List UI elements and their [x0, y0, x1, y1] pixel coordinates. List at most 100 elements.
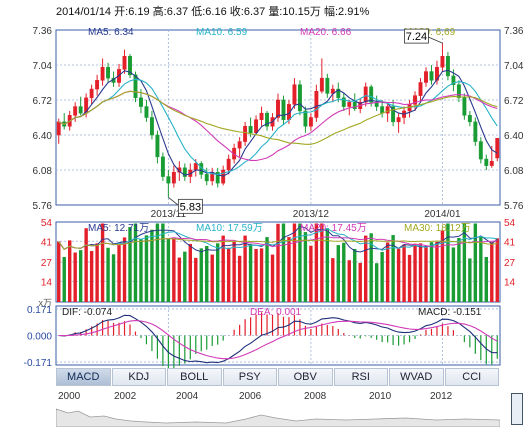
macd-tick-label-left: -0.171	[24, 358, 53, 369]
candle-body	[122, 56, 127, 70]
tab-obv[interactable]: OBV	[278, 368, 333, 386]
volume-bar	[490, 242, 494, 302]
volume-bar	[237, 255, 242, 302]
volume-bar	[342, 242, 346, 302]
candle-body	[308, 117, 313, 127]
candle-body	[336, 88, 341, 99]
close-label: 收:	[229, 6, 244, 18]
candle-body	[352, 101, 357, 109]
candle-body	[259, 112, 264, 120]
candle-body	[144, 106, 149, 118]
timeline-scrubber[interactable]: 2000 2002 2004 2006 2008 2010 2012	[55, 389, 501, 428]
price-tick-label-left: 5.76	[33, 201, 53, 212]
timeline-range-handle[interactable]	[511, 393, 523, 425]
candle-body	[292, 84, 297, 105]
candle-body	[424, 71, 428, 83]
macd-tick-label-left: 0.000	[27, 332, 52, 343]
candle-body	[95, 80, 100, 90]
volume-bar	[402, 244, 406, 302]
volume-bar	[451, 247, 456, 302]
volume-bar	[243, 235, 247, 302]
year-label: 2004	[176, 391, 199, 402]
date-axis-label: 2013/11	[151, 209, 187, 220]
candle-body	[297, 84, 302, 112]
volume-bar	[479, 236, 483, 302]
candle-body	[155, 134, 160, 158]
volume-bar	[259, 248, 264, 302]
volume-bar	[161, 223, 165, 302]
volume-bar	[380, 251, 384, 302]
volume-bar	[495, 238, 499, 302]
change-value: 2.91%	[338, 6, 370, 18]
price-ma-legend: MA10: 6.59	[196, 27, 248, 38]
candle-body	[237, 141, 242, 149]
candle-body	[418, 82, 423, 96]
volume-bar	[369, 233, 373, 302]
volume-bar	[484, 256, 488, 302]
candle-body	[473, 121, 478, 142]
volume-bar	[68, 240, 72, 302]
candle-body	[265, 112, 269, 127]
volume-bar	[325, 228, 330, 302]
volume-bar	[150, 229, 154, 302]
price-tick-label-right: 6.40	[504, 131, 524, 142]
volume-bar	[270, 254, 275, 302]
tab-wvad[interactable]: WVAD	[389, 368, 444, 386]
volume-bar	[78, 250, 83, 302]
volume-bar	[320, 223, 324, 302]
volume-bar	[166, 238, 171, 302]
candle-body	[100, 66, 105, 81]
year-label: 2010	[369, 391, 392, 402]
price-tick-label-right: 6.72	[504, 96, 524, 107]
volume-label: 量:	[268, 6, 283, 18]
tab-boll[interactable]: BOLL	[167, 368, 222, 386]
price-tick-label-right: 7.04	[504, 61, 524, 72]
date-axis-label: 2014/01	[424, 209, 461, 220]
volume-bar	[172, 238, 176, 302]
quote-date: 2014/01/14	[56, 6, 112, 18]
low-annotation-label: 5.83	[180, 201, 201, 213]
tab-cci[interactable]: CCI	[444, 368, 499, 386]
volume-bar	[331, 258, 335, 302]
volume-bar	[314, 223, 319, 302]
candle-body	[182, 167, 187, 177]
volume-bar	[429, 242, 434, 302]
close-value: 6.37	[243, 6, 266, 18]
high-value: 6.37	[166, 6, 189, 18]
volume-ma30-line	[58, 238, 498, 250]
candle-body	[73, 106, 78, 116]
volume-bar	[194, 257, 198, 302]
volume-ma-legend: MA20: 17.45万	[300, 223, 367, 234]
volume-bar	[232, 241, 236, 302]
volume-ma10-line	[58, 227, 498, 251]
tab-psy[interactable]: PSY	[222, 368, 277, 386]
candle-body	[56, 121, 61, 136]
quote-header: 2014/01/14 开:6.19 高:6.37 低:6.16 收:6.37 量…	[56, 3, 369, 19]
volume-bar	[435, 241, 439, 302]
volume-tick-label-left: 27	[41, 258, 53, 269]
tab-kdj[interactable]: KDJ	[111, 368, 166, 386]
volume-bar	[358, 262, 362, 302]
volume-bar	[139, 239, 143, 302]
candle-body	[276, 99, 280, 118]
volume-bar	[276, 223, 280, 302]
candle-body	[495, 138, 500, 159]
candle-body	[243, 126, 248, 142]
low-annotation-leader	[168, 197, 179, 206]
price-tick-label-left: 7.36	[33, 26, 53, 37]
volume-bar	[309, 245, 313, 302]
indicator-tabs: MACD KDJ BOLL PSY OBV RSI WVAD CCI	[56, 368, 500, 386]
macd-legend: MACD: -0.151	[418, 307, 482, 318]
volume-tick-label-left: 54	[41, 218, 53, 229]
candle-body	[303, 110, 308, 127]
volume-bar	[226, 247, 231, 302]
date-axis-label: 2013/12	[293, 209, 330, 220]
volume-bar	[117, 245, 121, 302]
volume-bar	[122, 237, 127, 302]
volume-bar	[457, 238, 461, 302]
tab-rsi[interactable]: RSI	[333, 368, 388, 386]
volume-tick-label-right: 14	[504, 277, 516, 288]
tab-macd[interactable]: MACD	[56, 368, 111, 386]
